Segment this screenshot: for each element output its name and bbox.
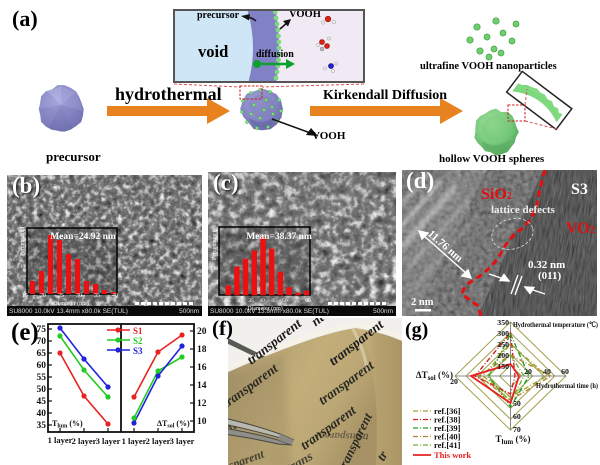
svg-text:35: 35: [248, 298, 254, 304]
svg-text:Diameter (nm): Diameter (nm): [247, 305, 282, 312]
svg-text:This work: This work: [434, 450, 471, 460]
svg-text:45: 45: [271, 298, 277, 304]
svg-text:0: 0: [23, 291, 26, 296]
svg-text:60: 60: [561, 367, 569, 376]
svg-text:35: 35: [37, 421, 47, 431]
svg-text:20: 20: [213, 239, 219, 244]
svg-text:Diameter (nm): Diameter (nm): [53, 300, 88, 307]
svg-text:60: 60: [37, 361, 47, 371]
svg-text:30: 30: [76, 293, 82, 299]
svg-text:40: 40: [37, 409, 47, 419]
svg-text:70: 70: [513, 425, 521, 434]
svg-text:1 layer: 1 layer: [122, 436, 147, 446]
svg-text:50: 50: [513, 399, 521, 408]
svg-text:35: 35: [94, 293, 100, 299]
svg-text:14: 14: [197, 381, 207, 391]
svg-text:25: 25: [225, 298, 231, 304]
svg-text:60: 60: [513, 412, 521, 421]
svg-text:30: 30: [236, 298, 242, 304]
svg-text:20: 20: [450, 377, 458, 386]
svg-text:25: 25: [20, 228, 26, 233]
svg-text:ΔTsol (%): ΔTsol (%): [416, 370, 453, 382]
svg-text:15: 15: [22, 293, 28, 299]
svg-text:65: 65: [37, 349, 47, 359]
svg-text:S1: S1: [133, 326, 143, 336]
svg-text:Mean=24.92 nm: Mean=24.92 nm: [50, 232, 116, 242]
svg-text:40: 40: [259, 298, 265, 304]
svg-text:2 layer: 2 layer: [72, 436, 97, 446]
svg-text:10: 10: [213, 267, 219, 272]
svg-text:Percentage (%): Percentage (%): [211, 225, 218, 260]
svg-text:50: 50: [37, 385, 47, 395]
svg-text:3 layer: 3 layer: [170, 436, 195, 446]
svg-text:1 layer: 1 layer: [48, 435, 73, 445]
svg-text:25: 25: [58, 293, 64, 299]
svg-text:10: 10: [197, 417, 207, 427]
svg-text:ref.[36]: ref.[36]: [434, 406, 461, 416]
svg-text:150: 150: [497, 362, 509, 371]
svg-text:350: 350: [497, 318, 509, 327]
svg-text:20: 20: [40, 293, 46, 299]
svg-text:15: 15: [213, 253, 219, 258]
svg-text:S2: S2: [133, 336, 143, 346]
svg-text:Percentage (%): Percentage (%): [19, 226, 26, 256]
svg-text:40: 40: [543, 367, 551, 376]
svg-text:5: 5: [216, 281, 219, 286]
svg-text:ref.[41]: ref.[41]: [434, 440, 461, 450]
svg-text:0: 0: [216, 294, 219, 299]
svg-text:ref.[38]: ref.[38]: [434, 415, 461, 425]
svg-text:25: 25: [213, 228, 219, 233]
svg-text:ref.[40]: ref.[40]: [434, 432, 461, 442]
svg-text:ΔTsol (%): ΔTsol (%): [157, 419, 190, 430]
svg-text:Hydrothermal time (h): Hydrothermal time (h): [536, 381, 598, 390]
svg-text:75: 75: [37, 325, 47, 335]
svg-text:40: 40: [112, 293, 118, 299]
svg-text:45: 45: [37, 397, 47, 407]
svg-text:Mean=38.37 nm: Mean=38.37 nm: [246, 232, 312, 242]
svg-text:20: 20: [20, 239, 26, 244]
svg-text:20: 20: [197, 327, 207, 337]
svg-text:18: 18: [197, 345, 207, 355]
svg-text:200: 200: [497, 351, 509, 360]
svg-text:Hydrothermal temperature (℃): Hydrothermal temperature (℃): [513, 320, 598, 329]
svg-text:2 layer: 2 layer: [146, 436, 171, 446]
svg-text:70: 70: [37, 337, 47, 347]
svg-text:300: 300: [497, 329, 509, 338]
svg-text:S3: S3: [133, 346, 143, 356]
svg-text:5: 5: [23, 278, 26, 283]
svg-text:Tlum (%): Tlum (%): [52, 419, 83, 430]
svg-text:Tlum (%): Tlum (%): [496, 434, 531, 446]
svg-text:16: 16: [197, 363, 207, 373]
svg-text:ref.[39]: ref.[39]: [434, 423, 461, 433]
svg-text:15: 15: [20, 252, 26, 257]
svg-text:10: 10: [20, 265, 26, 270]
svg-text:12: 12: [197, 399, 207, 409]
svg-text:55: 55: [293, 298, 299, 304]
svg-text:3 layer: 3 layer: [96, 436, 121, 446]
svg-text:55: 55: [37, 373, 47, 383]
svg-text:60: 60: [305, 298, 311, 304]
svg-text:250: 250: [497, 340, 509, 349]
svg-text:50: 50: [282, 298, 288, 304]
svg-text:20: 20: [524, 367, 532, 376]
